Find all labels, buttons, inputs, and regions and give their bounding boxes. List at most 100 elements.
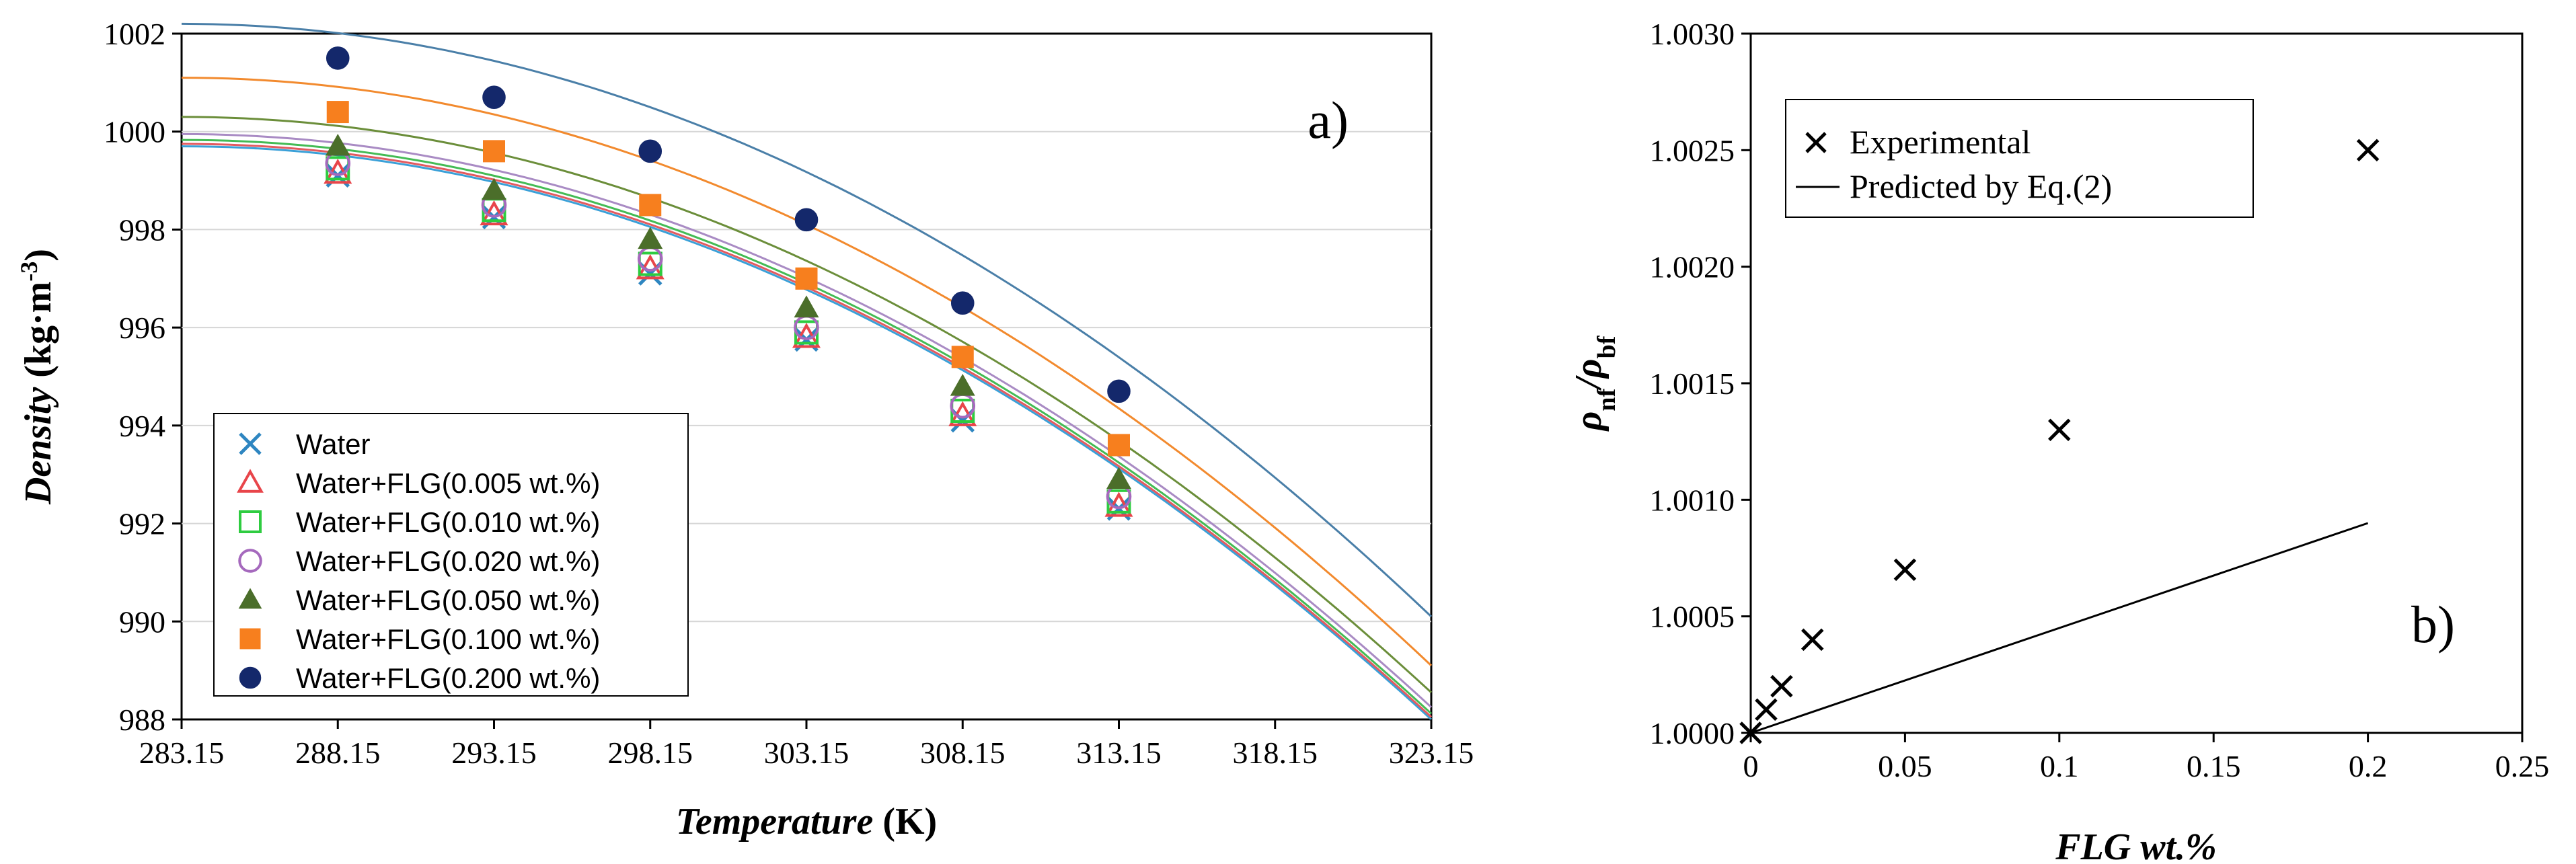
- ratio-x-axis-label: FLG wt.%: [2055, 826, 2217, 864]
- density-x-axis-label: Temperature (K): [676, 801, 937, 842]
- density-legend: Water Water+FLG(0.005 wt.%) Water+FLG(0.01…: [213, 413, 689, 697]
- density-legend-marker-2: [239, 510, 262, 533]
- ratio-y-tick-label: 1.0005: [1650, 600, 1735, 634]
- ratio-experimental-point-5-stroke2: [2048, 418, 2071, 442]
- ratio-experimental-point-5: [2048, 418, 2071, 442]
- density-point-s4-p2: [638, 227, 663, 249]
- density-ratio-chart: 0 0.05 0.1 0.15 0.2 0.25 1.0000 1.0005 1.0010 1.0…: [1568, 17, 2549, 864]
- ratio-axis-ticks: 0 0.05 0.1 0.15 0.2 0.25 1.0000 1.0005 1.0010 1.0…: [1650, 17, 2550, 783]
- density-point-s4-p5-shape: [1106, 467, 1131, 489]
- density-x-tick-label: 298.15: [608, 736, 693, 770]
- ratio-y-label-rho: ρ: [1568, 411, 1609, 432]
- density-legend-marker-4-shape: [238, 588, 262, 609]
- density-legend-marker-3-shape: [238, 549, 262, 573]
- density-x-axis-label-main: Temperature: [676, 801, 873, 842]
- density-legend-label-5: Water+FLG(0.100 wt.%): [296, 623, 600, 655]
- ratio-y-tick-label: 1.0010: [1650, 483, 1735, 517]
- density-y-tick-label: 992: [119, 507, 165, 541]
- density-point-s5-p1: [483, 140, 505, 163]
- ratio-experimental-point-4-stroke2: [1893, 558, 1917, 582]
- ratio-x-tick-label: 0.05: [1878, 749, 1932, 783]
- density-point-s4-p3-shape: [794, 295, 819, 318]
- ratio-experimental-point-6: [2356, 139, 2380, 162]
- density-point-s6-p0-shape: [326, 46, 350, 70]
- ratio-experimental-point-2-stroke2: [1770, 674, 1793, 698]
- ratio-experimental-point-6-stroke2: [2356, 139, 2380, 162]
- density-x-tick-label: 308.15: [920, 736, 1006, 770]
- density-point-s4-p1-shape: [482, 178, 506, 200]
- ratio-experimental-point-4: [1893, 558, 1917, 582]
- panel-b-label: b): [2411, 595, 2455, 654]
- density-point-s4-p3: [794, 295, 819, 318]
- ratio-y-label-sub-bf: bf: [1593, 335, 1621, 358]
- density-y-axis-label: Density (kg·m-3): [15, 249, 59, 505]
- density-chart: 283.15 288.15 293.15 298.15 303.15 308.15 313.…: [15, 17, 1474, 842]
- ratio-experimental-point-2: [1770, 674, 1793, 698]
- density-legend-marker-1-shape: [237, 469, 264, 493]
- ratio-legend-marker-experimental-stroke2: [1805, 132, 1827, 153]
- ratio-legend-box: [1785, 99, 2254, 218]
- density-point-s4-p1: [482, 178, 506, 200]
- density-legend-label-4: Water+FLG(0.050 wt.%): [296, 584, 600, 616]
- density-y-tick-label: 994: [119, 409, 165, 443]
- ratio-experimental-point-0: [1739, 721, 1762, 744]
- density-legend-label-1: Water+FLG(0.005 wt.%): [296, 467, 600, 499]
- ratio-legend-marker-experimental: [1805, 132, 1827, 153]
- density-legend-marker-6-shape: [239, 666, 262, 689]
- density-point-s6-p5: [1107, 379, 1131, 403]
- density-point-s4-p2-shape: [638, 227, 663, 249]
- ratio-y-tick-label: 1.0015: [1650, 366, 1735, 401]
- density-y-tick-label: 1000: [104, 115, 165, 149]
- ratio-y-tick-label: 1.0000: [1650, 716, 1735, 750]
- density-legend-label-3: Water+FLG(0.020 wt.%): [296, 545, 600, 577]
- density-y-tick-label: 998: [119, 212, 165, 247]
- density-point-s6-p5-shape: [1107, 379, 1131, 403]
- density-legend-box: [213, 413, 689, 697]
- density-point-s5-p1-shape: [483, 140, 505, 163]
- density-legend-label-6: Water+FLG(0.200 wt.%): [296, 662, 600, 694]
- density-x-tick-label: 283.15: [139, 736, 225, 770]
- ratio-experimental-point-0-stroke2: [1739, 721, 1762, 744]
- density-legend-marker-5-shape: [239, 628, 261, 650]
- density-legend-marker-0: [239, 432, 262, 455]
- density-point-s4-p0-shape: [325, 133, 350, 156]
- density-point-s5-p5-shape: [1108, 434, 1130, 457]
- ratio-y-label-sub-nf: nf: [1593, 387, 1621, 411]
- ratio-legend-label-experimental: Experimental: [1850, 123, 2031, 161]
- density-legend-marker-2-shape: [239, 510, 262, 533]
- density-point-s5-p4: [951, 346, 974, 368]
- density-point-s5-p3-shape: [795, 267, 818, 290]
- density-point-s6-p0: [326, 46, 350, 70]
- density-x-axis-label-unit: (K): [873, 801, 937, 842]
- density-point-s5-p3: [795, 267, 818, 290]
- ratio-y-tick-label: 1.0030: [1650, 17, 1735, 51]
- density-point-s6-p2: [638, 139, 662, 163]
- ratio-x-tick-label: 0: [1743, 749, 1759, 783]
- density-data-points: [324, 46, 1133, 521]
- density-x-tick-label: 303.15: [764, 736, 849, 770]
- ratio-y-label-slash: /ρ: [1568, 358, 1609, 391]
- density-x-tick-label: 288.15: [295, 736, 381, 770]
- density-point-s5-p2-shape: [639, 194, 662, 217]
- density-legend-marker-4: [238, 588, 262, 609]
- density-point-s5-p0-shape: [326, 101, 349, 124]
- density-fit-curve-4: [181, 116, 1433, 694]
- density-fit-curve-6: [181, 22, 1433, 618]
- density-point-s6-p3: [794, 208, 819, 232]
- density-x-tick-label: 313.15: [1076, 736, 1162, 770]
- density-x-tick-label: 323.15: [1389, 736, 1474, 770]
- ratio-x-tick-label: 0.15: [2187, 749, 2241, 783]
- density-point-s5-p4-shape: [951, 346, 974, 368]
- ratio-x-tick-label: 0.1: [2040, 749, 2079, 783]
- ratio-legend-label-predicted: Predicted by Eq.(2): [1850, 167, 2112, 205]
- density-point-s6-p1: [482, 85, 506, 110]
- density-y-axis-label-close: ): [17, 249, 59, 262]
- ratio-series: [1739, 139, 2380, 744]
- density-point-s5-p5: [1108, 434, 1130, 457]
- density-legend-marker-6: [239, 666, 262, 689]
- density-axis-ticks: 283.15 288.15 293.15 298.15 303.15 308.15 313.…: [104, 17, 1474, 770]
- density-x-tick-label: 293.15: [451, 736, 537, 770]
- ratio-x-tick-label: 0.25: [2495, 749, 2550, 783]
- density-legend-label-2: Water+FLG(0.010 wt.%): [296, 506, 600, 538]
